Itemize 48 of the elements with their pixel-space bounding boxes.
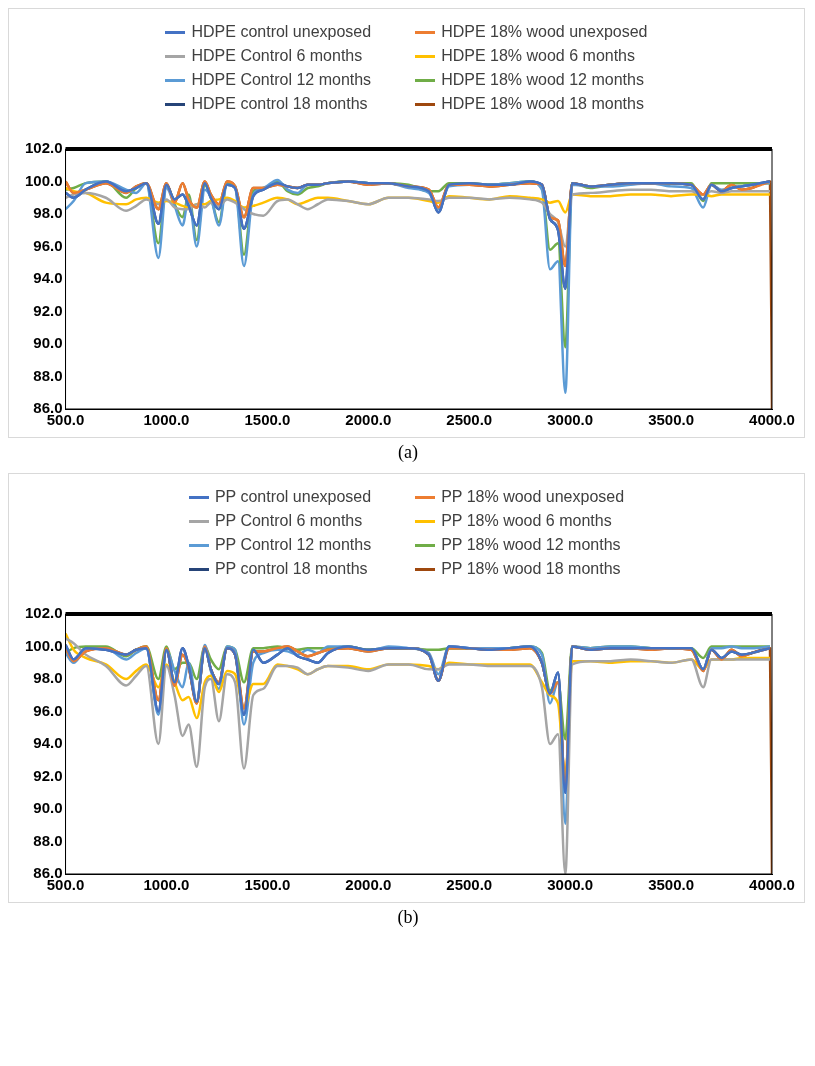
legend-label: PP 18% wood 18 months xyxy=(441,560,621,578)
x-tick-label: 1500.0 xyxy=(243,876,290,894)
y-tick-label: 90.0 xyxy=(32,334,63,352)
y-tick-label: 102.0 xyxy=(24,604,63,622)
legend-label: HDPE control unexposed xyxy=(191,23,372,41)
legend-label: PP control unexposed xyxy=(214,488,372,506)
x-tick-label: 1500.0 xyxy=(243,411,290,429)
text: (b) xyxy=(396,906,420,929)
y-tick-label: 94.0 xyxy=(32,734,63,752)
y-tick-label: 92.0 xyxy=(32,766,63,784)
x-tick-label: 3500.0 xyxy=(647,876,694,894)
y-tick-label: 100.0 xyxy=(24,171,63,189)
x-tick-label: 1000.0 xyxy=(143,876,189,894)
text: (a) xyxy=(397,441,419,464)
y-tick-label: 102.0 xyxy=(24,139,63,157)
x-tick-label: 2000.0 xyxy=(344,411,391,429)
y-tick-label: 100.0 xyxy=(24,636,63,654)
legend-label: PP 18% wood 12 months xyxy=(441,536,621,554)
legend-label: PP Control 6 months xyxy=(214,512,363,530)
x-tick-label: 4000.0 xyxy=(748,411,795,429)
y-tick-label: 96.0 xyxy=(32,236,63,254)
legend-label: HDPE Control 6 months xyxy=(191,47,363,65)
legend-label: PP 18% wood 6 months xyxy=(441,512,612,530)
y-tick-label: 92.0 xyxy=(32,301,63,319)
x-tick-label: 4000.0 xyxy=(748,876,795,894)
y-tick-label: 88.0 xyxy=(32,831,63,849)
x-tick-label: 2500.0 xyxy=(445,876,492,894)
legend-label: PP Control 12 months xyxy=(214,536,372,554)
y-tick-label: 88.0 xyxy=(32,366,63,384)
legend-label: HDPE 18% wood 6 months xyxy=(441,47,636,65)
y-tick-label: 90.0 xyxy=(32,799,63,817)
legend-label: PP 18% wood unexposed xyxy=(441,488,625,506)
y-tick-label: 98.0 xyxy=(32,204,63,222)
legend-label: HDPE 18% wood 12 months xyxy=(441,71,644,89)
x-tick-label: 3000.0 xyxy=(546,411,593,429)
x-tick-label: 1000.0 xyxy=(143,411,189,429)
legend-label: HDPE control 18 months xyxy=(191,95,368,113)
legend-label: HDPE Control 12 months xyxy=(191,71,372,89)
x-tick-label: 3000.0 xyxy=(546,876,593,894)
x-tick-label: 2500.0 xyxy=(445,411,492,429)
y-tick-label: 98.0 xyxy=(32,669,63,687)
legend-label: HDPE 18% wood unexposed xyxy=(441,23,648,41)
y-tick-label: 96.0 xyxy=(32,701,63,719)
x-tick-label: 2000.0 xyxy=(344,876,391,894)
legend-label: PP control 18 months xyxy=(214,560,368,578)
x-tick-label: 3500.0 xyxy=(647,411,694,429)
y-tick-label: 94.0 xyxy=(32,269,63,287)
legend-label: HDPE 18% wood 18 months xyxy=(441,95,644,113)
